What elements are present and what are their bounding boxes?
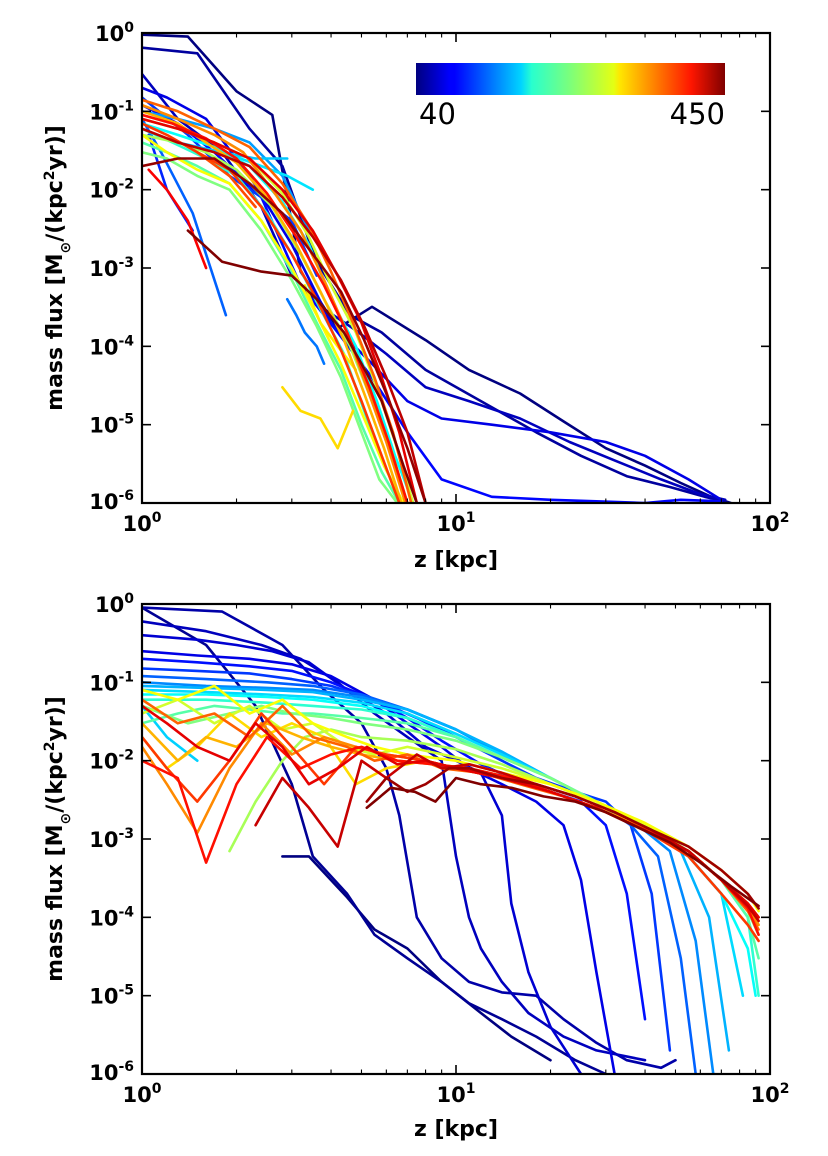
bottom-ytick-label: 10-4: [89, 904, 134, 930]
bottom-ticks: [141, 603, 770, 1075]
top-ytick-label: 10-6: [89, 488, 134, 514]
bottom-ytick-label: 10-1: [89, 669, 134, 695]
bottom-series-line-29: [365, 776, 760, 908]
top-curves: [142, 33, 733, 503]
top-xtick-label: 102: [751, 510, 790, 536]
bottom-y-axis-label: mass flux [M⊙/(kpc2yr)]: [42, 696, 74, 982]
bottom-series-line-8: [142, 674, 698, 1074]
bottom-series-line-0: [281, 855, 552, 1062]
top-series-line-12: [142, 122, 415, 503]
top-panel: 10-6 10-5 10-4 10-3 10-2 10-1 100 100 101 102 z …: [42, 20, 789, 573]
bottom-xtick-labels: 100 101 102: [123, 1081, 790, 1107]
bottom-panel: 10-6 10-5 10-4 10-3 10-2 10-1 100 100 101 102 z …: [42, 591, 789, 1142]
bottom-series-line-4: [142, 633, 583, 1074]
bottom-ytick-label: 10-3: [89, 826, 134, 852]
colorbar: 40 450: [416, 63, 725, 131]
bottom-series-line-27: [254, 753, 760, 923]
top-series-line-14: [142, 141, 401, 503]
bottom-series-line-28: [365, 766, 760, 910]
top-series-line-29: [142, 127, 427, 503]
top-series-line-22: [142, 103, 407, 503]
top-series-line-26: [142, 113, 409, 503]
top-xtick-label: 100: [123, 510, 162, 536]
top-series-line-8: [285, 297, 326, 366]
bottom-series-line-9: [142, 680, 715, 1074]
bottom-xtick-label: 101: [437, 1081, 476, 1107]
top-ytick-label: 100: [95, 20, 134, 46]
top-series-line-15: [142, 151, 399, 503]
bottom-series-line-12: [142, 688, 745, 998]
bottom-curves: [142, 606, 760, 1074]
top-series-line-0: [142, 33, 733, 503]
top-xtick-label: 101: [437, 510, 476, 536]
bottom-xtick-label: 100: [123, 1081, 162, 1107]
top-series-line-24: [196, 151, 257, 209]
bottom-ytick-label: 10-5: [89, 983, 134, 1009]
bottom-ytick-label: 10-6: [89, 1059, 134, 1085]
bottom-ytick-label: 10-2: [89, 748, 134, 774]
top-series-line-20: [281, 385, 355, 450]
top-series-line-18: [142, 133, 405, 503]
bottom-ytick-label: 100: [95, 591, 134, 617]
top-ticks: [141, 32, 770, 504]
top-xtick-labels: 100 101 102: [123, 510, 790, 536]
colorbar-gradient: [416, 63, 725, 95]
top-ytick-label: 10-1: [89, 98, 134, 124]
colorbar-min-label: 40: [419, 97, 456, 131]
bottom-series-line-15: [142, 704, 760, 960]
top-series-line-25: [142, 122, 401, 503]
top-x-axis-label: z [kpc]: [414, 548, 498, 573]
bottom-series-line-3: [142, 620, 647, 1062]
top-ytick-label: 10-3: [89, 255, 134, 281]
bottom-x-axis-label: z [kpc]: [414, 1117, 498, 1142]
top-series-line-19: [303, 284, 358, 372]
top-ytick-label: 10-5: [89, 412, 134, 438]
bottom-series-line-2: [142, 606, 677, 1070]
top-ytick-label: 10-4: [89, 333, 134, 359]
bottom-series-line-17: [228, 728, 760, 927]
top-series-line-27: [147, 168, 208, 270]
bottom-ytick-labels: 10-6 10-5 10-4 10-3 10-2 10-1 100: [89, 591, 134, 1085]
colorbar-max-label: 450: [670, 97, 725, 131]
bottom-series-line-1: [142, 606, 608, 1074]
top-ytick-label: 10-2: [89, 177, 134, 203]
top-series-line-11: [228, 153, 315, 191]
bottom-xtick-label: 102: [751, 1081, 790, 1107]
top-y-axis-label: mass flux [M⊙/(kpc2yr)]: [42, 125, 74, 411]
top-series-line-31: [186, 229, 419, 503]
top-ytick-labels: 10-6 10-5 10-4 10-3 10-2 10-1 100: [89, 20, 134, 514]
bottom-series-line-6: [142, 657, 647, 1021]
top-series-line-1: [142, 46, 727, 503]
bottom-series-line-19: [142, 684, 760, 913]
top-series-line-30: [142, 157, 427, 503]
